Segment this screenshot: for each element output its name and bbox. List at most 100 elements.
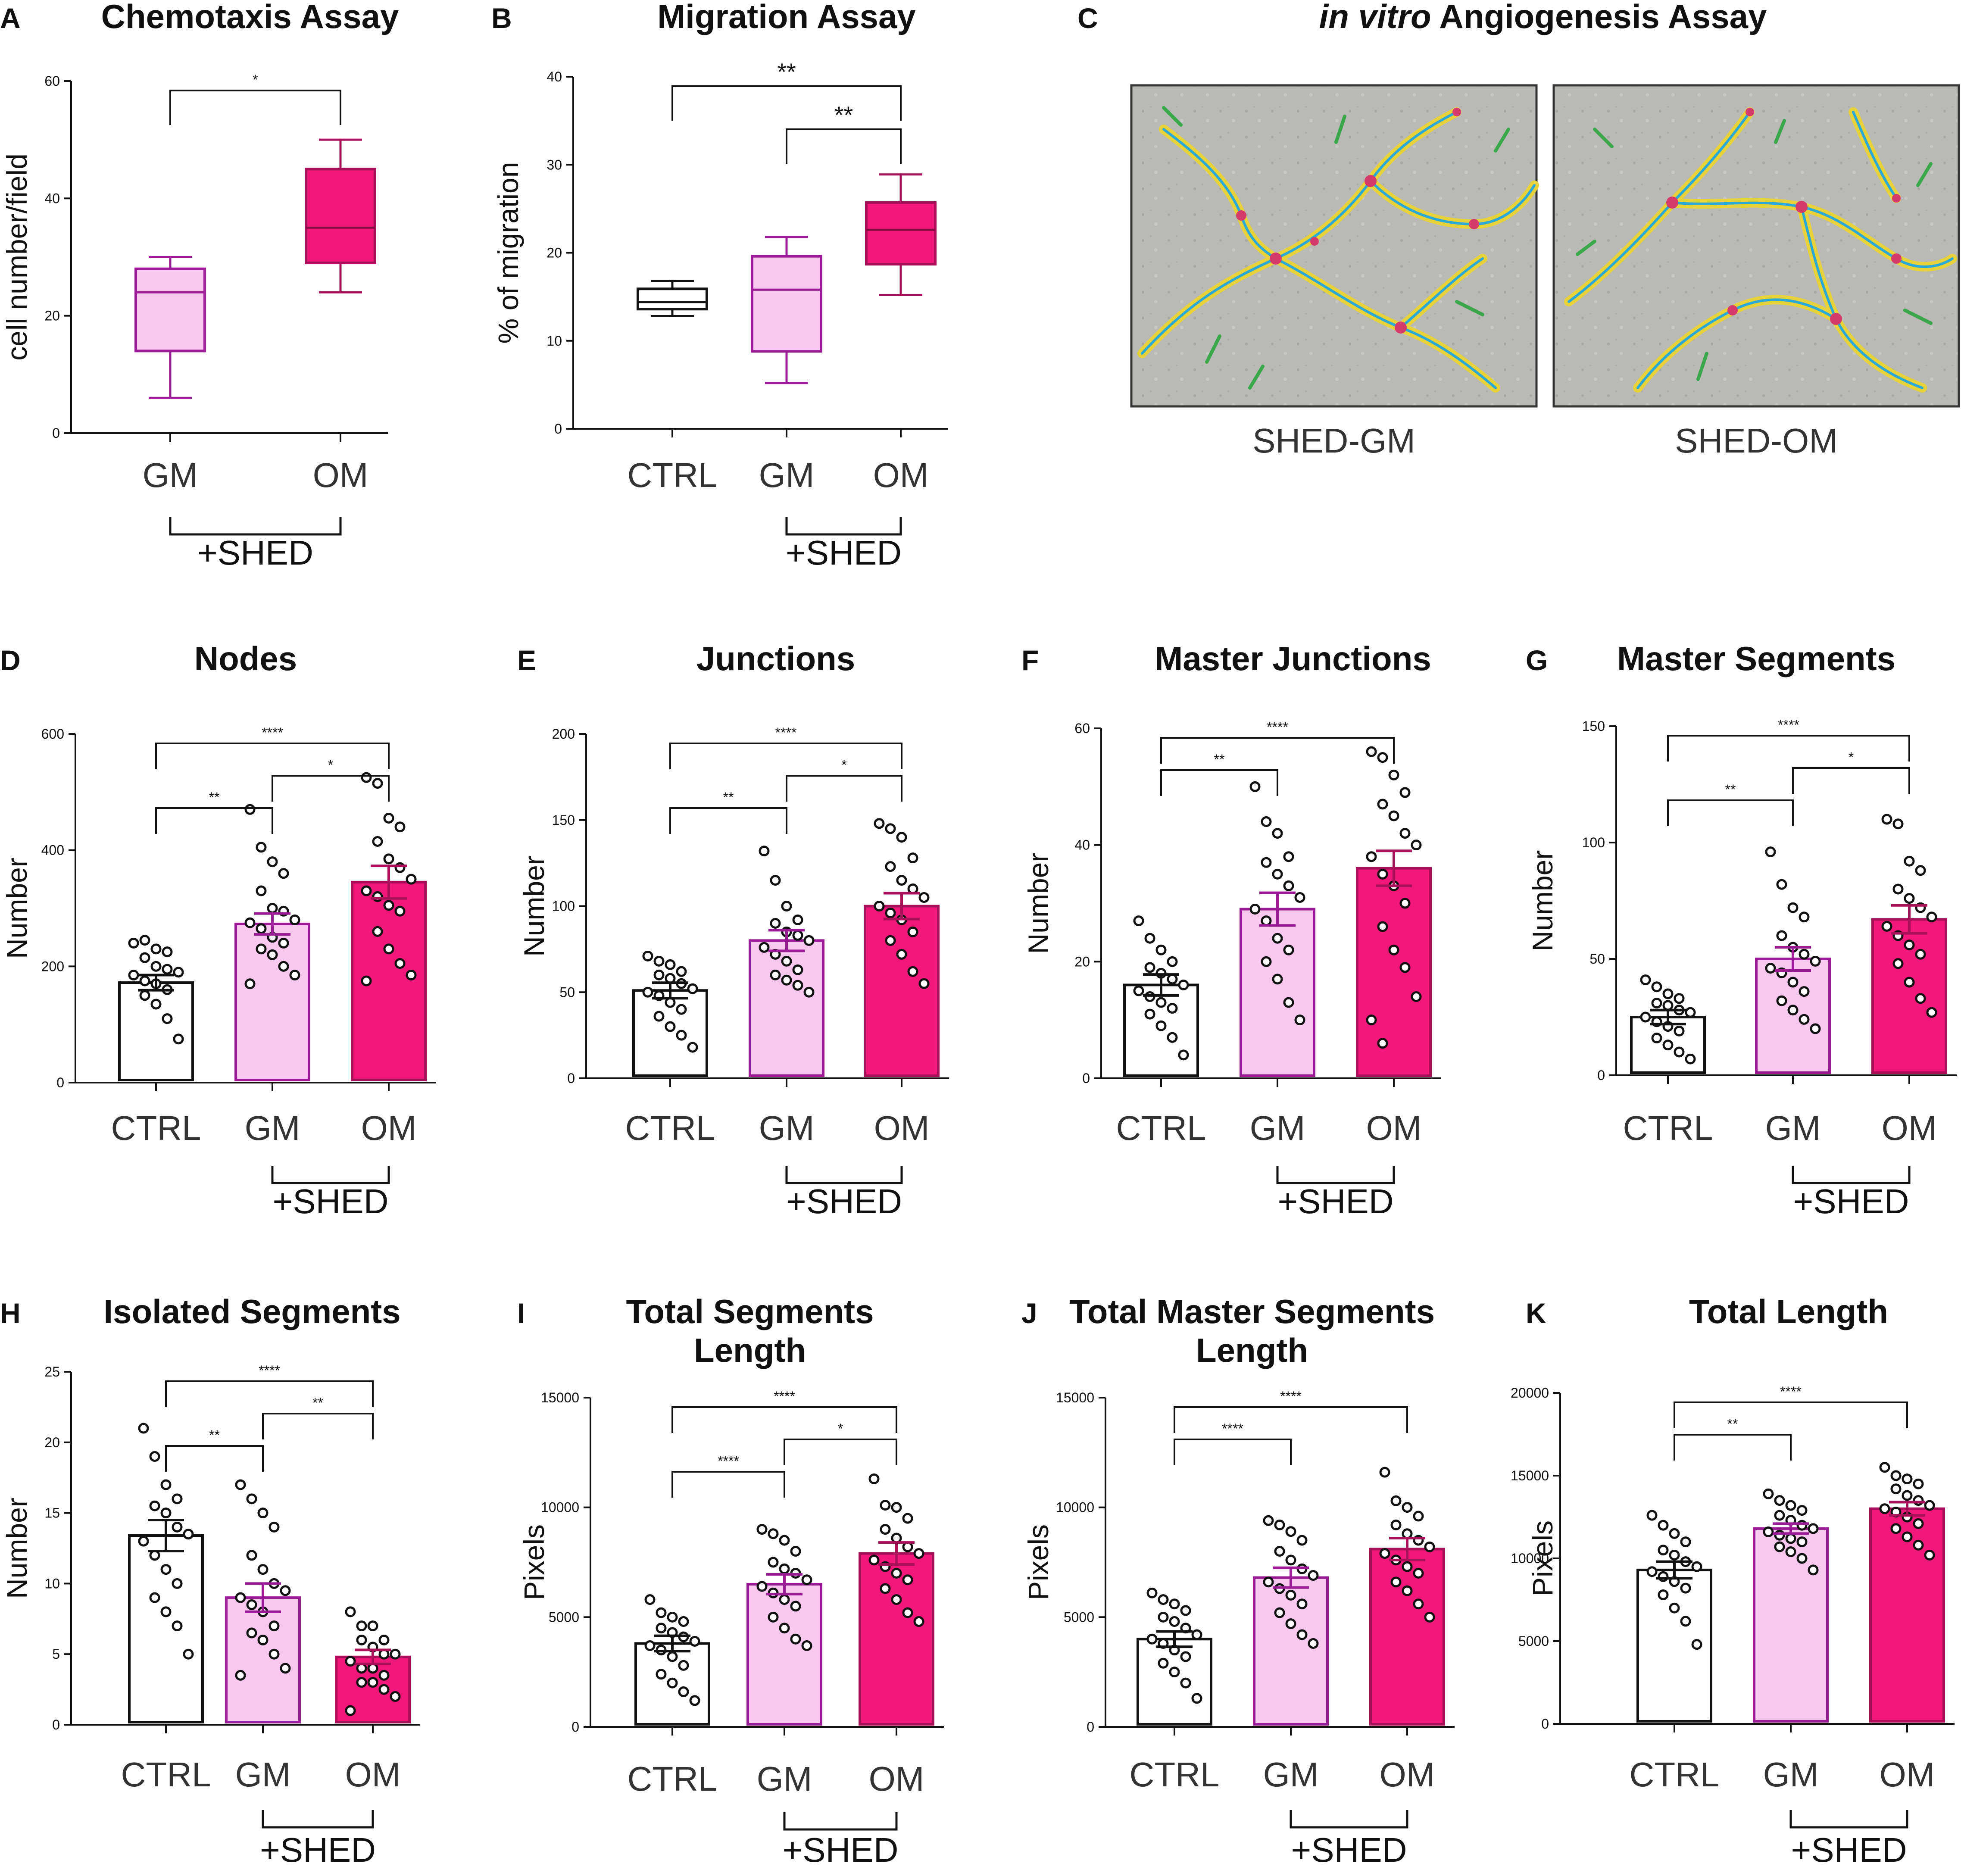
- significance-bracket: [671, 85, 902, 121]
- chart-title: Chemotaxis Assay: [101, 0, 399, 35]
- data-point: [246, 1550, 257, 1561]
- data-point: [1285, 1554, 1296, 1566]
- data-point: [1191, 1629, 1202, 1640]
- data-point: [128, 937, 139, 949]
- data-point: [1399, 962, 1411, 973]
- y-tick-label: 40: [546, 69, 562, 84]
- y-tick-label: 0: [1087, 1719, 1094, 1735]
- data-point: [1390, 1495, 1402, 1506]
- data-point: [1274, 1607, 1285, 1618]
- data-point: [790, 1633, 801, 1645]
- data-point: [1674, 993, 1685, 1004]
- category-label: GM: [1765, 1109, 1821, 1147]
- data-point: [1167, 1003, 1178, 1014]
- data-point: [1881, 921, 1892, 932]
- significance-label: *: [841, 757, 846, 773]
- category-label: OM: [1882, 1109, 1937, 1147]
- chart-title: Nodes: [194, 640, 297, 677]
- series-ctrl: CTRL: [625, 950, 715, 1147]
- data-point: [1658, 1589, 1669, 1600]
- data-point: [667, 1611, 678, 1623]
- data-point: [907, 966, 918, 977]
- data-point: [138, 1536, 149, 1547]
- data-point: [1646, 1510, 1658, 1521]
- data-point: [1915, 865, 1926, 876]
- data-point: [1283, 851, 1294, 862]
- data-point: [1413, 1511, 1424, 1522]
- bar: [1253, 1576, 1329, 1726]
- data-point: [1892, 818, 1904, 830]
- data-point: [235, 1670, 246, 1681]
- y-axis-label: Pixels: [1022, 1524, 1054, 1600]
- data-point: [1881, 814, 1892, 825]
- category-label: CTRL: [628, 1760, 718, 1798]
- y-tick-label: 20: [44, 1435, 60, 1450]
- data-point: [1366, 851, 1377, 862]
- data-point: [1272, 828, 1283, 839]
- group-bracket: [262, 1810, 374, 1829]
- data-point: [1285, 1589, 1296, 1601]
- significance-label: *: [253, 72, 258, 87]
- data-point: [770, 918, 781, 929]
- data-point: [1765, 963, 1776, 974]
- category-label: OM: [1366, 1109, 1422, 1147]
- significance-label: ****: [1222, 1421, 1243, 1436]
- data-point: [1146, 1633, 1158, 1645]
- panel-label-c: C: [1077, 2, 1098, 34]
- data-point: [667, 1677, 678, 1689]
- chart-h: H Isolated Segments 0 5 10 15 20 25 Number CTRL GM…: [0, 1292, 420, 1869]
- category-label: OM: [361, 1109, 417, 1147]
- data-point: [874, 901, 885, 911]
- data-point: [257, 1634, 269, 1645]
- data-point: [378, 1634, 390, 1645]
- box: [637, 287, 708, 311]
- data-point: [687, 1042, 698, 1053]
- series-ctrl: CTRL: [1130, 1587, 1219, 1794]
- y-tick-label: 0: [571, 1719, 579, 1735]
- data-point: [1890, 1483, 1902, 1495]
- significance-bracket: [262, 1413, 374, 1439]
- series-ctrl: CTRL: [1116, 915, 1206, 1147]
- title-italic: in vitro: [1319, 0, 1431, 35]
- data-point: [790, 1601, 801, 1612]
- data-point: [656, 1669, 667, 1680]
- data-point: [913, 1548, 924, 1559]
- data-point: [256, 885, 267, 896]
- y-tick-label: 60: [1074, 721, 1090, 736]
- data-point: [1796, 1505, 1808, 1516]
- panel-label: A: [0, 2, 21, 34]
- title-rest: Angiogenesis Assay: [1431, 0, 1767, 35]
- y-tick-label: 100: [552, 899, 575, 914]
- data-point: [356, 1677, 367, 1688]
- data-point: [1785, 1533, 1796, 1544]
- data-point: [1785, 1500, 1796, 1511]
- significance-bracket: [1667, 799, 1794, 826]
- data-point: [880, 1583, 891, 1594]
- series-gm: GM: [749, 846, 824, 1147]
- data-point: [1680, 1536, 1691, 1548]
- significance-bracket: [272, 775, 390, 802]
- data-point: [139, 935, 150, 946]
- data-point: [768, 1611, 779, 1623]
- data-point: [678, 1616, 689, 1627]
- bar: [1755, 958, 1831, 1074]
- data-point: [1662, 1039, 1674, 1051]
- significance-bracket: [784, 1439, 897, 1465]
- data-point: [1924, 1500, 1935, 1511]
- data-point: [1377, 752, 1388, 763]
- data-point: [172, 1493, 183, 1505]
- data-point: [383, 813, 394, 824]
- category-label: GM: [759, 1109, 815, 1147]
- y-tick-label: 10000: [1056, 1500, 1094, 1515]
- data-point: [183, 1648, 194, 1660]
- y-tick-label: 50: [1589, 951, 1605, 967]
- data-point: [902, 1541, 913, 1552]
- y-axis-label: Pixels: [518, 1524, 550, 1600]
- data-point: [1308, 1570, 1319, 1581]
- data-point: [1390, 1576, 1402, 1588]
- y-tick-label: 60: [44, 73, 60, 89]
- y-tick-label: 40: [1074, 837, 1090, 853]
- data-point: [1261, 956, 1272, 967]
- data-point: [678, 1660, 689, 1671]
- data-point: [1913, 1518, 1924, 1529]
